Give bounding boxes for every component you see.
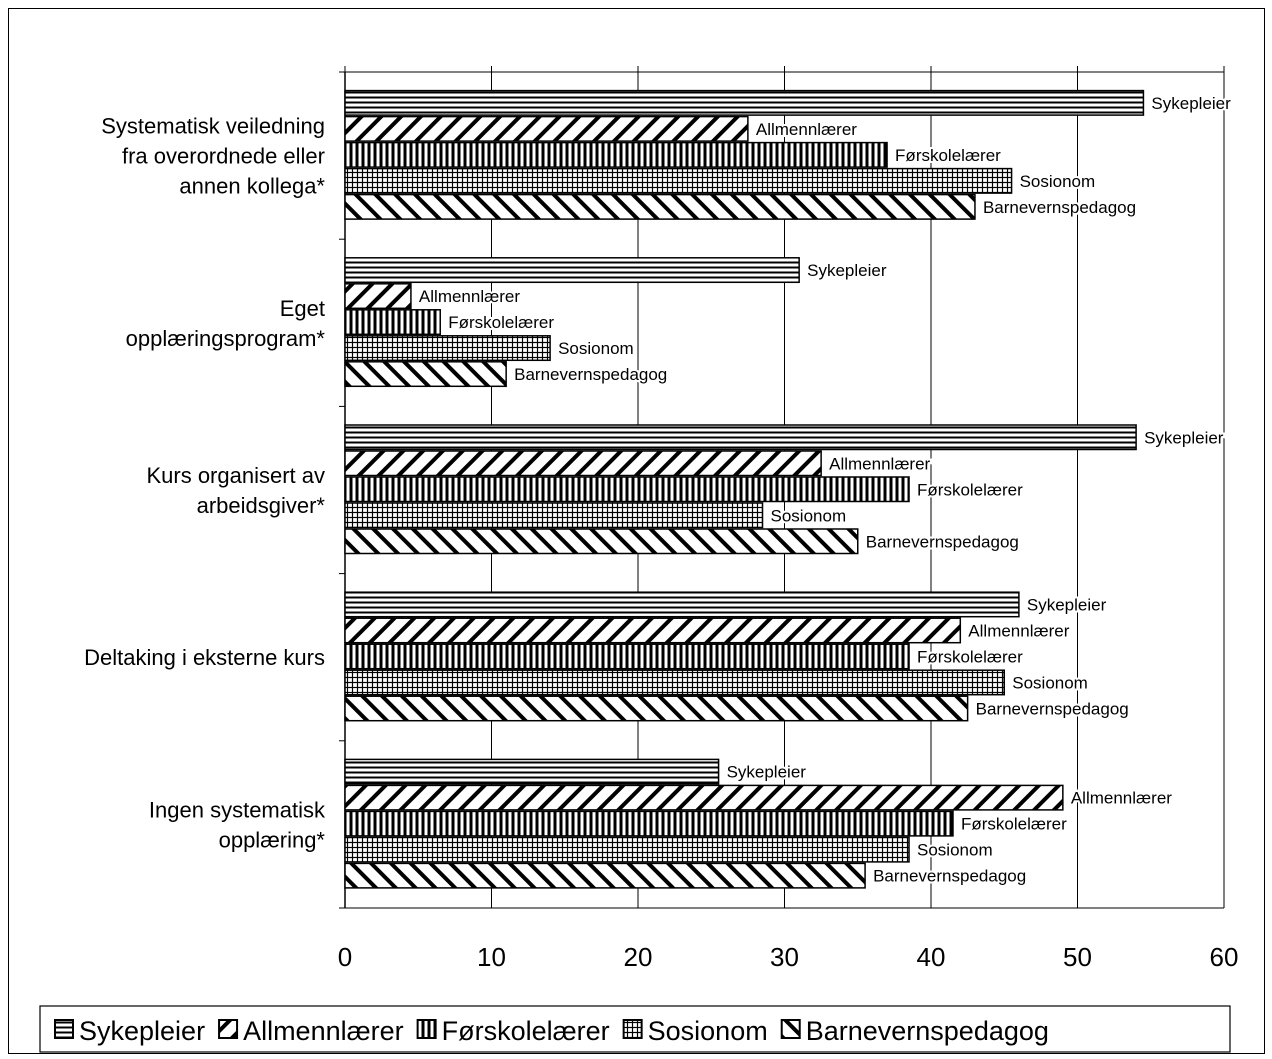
bar [344, 141, 888, 168]
bar [344, 810, 954, 837]
category-label-line: arbeidsgiver* [197, 493, 326, 518]
legend-label: Sosionom [648, 1016, 768, 1046]
bar-label: Førskolelærer [448, 313, 554, 332]
bar-label: Allmennlærer [1071, 789, 1172, 808]
bar [344, 309, 441, 336]
bar [344, 283, 412, 310]
category-label-line: annen kollega* [179, 174, 325, 199]
bar [344, 89, 1145, 116]
legend-label: Barnevernspedagog [806, 1016, 1049, 1046]
x-tick-label: 60 [1210, 942, 1239, 972]
bar-label: Sykepleier [727, 763, 807, 782]
category-label-line: Ingen systematisk [149, 797, 326, 822]
bar-label: Sosionom [558, 339, 634, 358]
legend-label: Sykepleier [79, 1016, 205, 1046]
bar [344, 115, 749, 142]
bar [344, 335, 551, 362]
bar [344, 758, 720, 785]
legend-swatch [416, 1019, 437, 1039]
bar-label: Sosionom [1012, 673, 1088, 692]
bar [344, 862, 866, 889]
bar-label: Sykepleier [1144, 428, 1224, 447]
bar-label: Sosionom [1020, 172, 1096, 191]
category-label-line: fra overordnede eller [122, 144, 325, 169]
bar-label: Allmennlærer [756, 120, 857, 139]
bar [344, 450, 822, 477]
x-tick-label: 50 [1063, 942, 1092, 972]
bar [344, 695, 969, 722]
legend-swatch [54, 1019, 74, 1039]
category-label: Kurs organisert av arbeidsgiver* [146, 463, 325, 518]
bar [344, 424, 1137, 451]
x-tick-label: 40 [917, 942, 946, 972]
bar-label: Allmennlærer [829, 454, 930, 473]
bar [344, 528, 859, 555]
bar [344, 167, 1013, 194]
legend-swatch [780, 1019, 801, 1039]
bar-label: Sosionom [917, 841, 993, 860]
category-label-line: opplæringsprogram* [126, 326, 326, 351]
bar-label: Barnevernspedagog [983, 198, 1136, 217]
plot-area: 0 10 20 30 40 50 60 Systematisk veiledning fra o… [84, 66, 1238, 972]
bar-label: Førskolelærer [917, 647, 1023, 666]
bar [344, 784, 1064, 811]
bar-label: Barnevernspedagog [866, 532, 1019, 551]
x-tick-label: 20 [624, 942, 653, 972]
legend-swatch [218, 1019, 239, 1039]
bar-label: Førskolelærer [961, 815, 1067, 834]
category-label-line: Systematisk veiledning [101, 114, 325, 139]
category-label: Ingen systematisk opplæring* [149, 797, 326, 852]
category-label: Eget opplæringsprogram* [126, 296, 326, 351]
legend-swatch [622, 1019, 643, 1039]
bar [344, 643, 910, 670]
x-tick-label: 30 [770, 942, 799, 972]
bar-label: Barnevernspedagog [514, 365, 667, 384]
bar-label: Barnevernspedagog [976, 699, 1129, 718]
bar [344, 257, 800, 284]
bar [344, 669, 1005, 696]
bar-label: Barnevernspedagog [873, 867, 1026, 886]
bar-label: Allmennlærer [419, 287, 520, 306]
bar-label: Førskolelærer [917, 480, 1023, 499]
bar-label: Allmennlærer [968, 621, 1069, 640]
x-tick-label: 0 [338, 942, 352, 972]
bar-label: Sykepleier [1027, 595, 1107, 614]
bar [344, 591, 1020, 618]
bar [344, 193, 976, 220]
legend: Sykepleier Allmennlærer Førskolelærer Sosio… [39, 1005, 1231, 1053]
category-label: Deltaking i eksterne kurs [84, 645, 325, 670]
category-label: Systematisk veiledning fra overordnede el… [101, 114, 325, 199]
bar-label: Førskolelærer [895, 146, 1001, 165]
bar [344, 836, 910, 863]
category-label-line: Deltaking i eksterne kurs [84, 645, 325, 670]
category-label-line: Eget [280, 296, 325, 321]
category-label-line: Kurs organisert av [146, 463, 325, 488]
bar-label: Sykepleier [807, 261, 887, 280]
bar-label: Sykepleier [1151, 94, 1231, 113]
bar [344, 361, 507, 388]
bar-label: Sosionom [771, 506, 847, 525]
x-tick-label: 10 [477, 942, 506, 972]
bar [344, 502, 764, 529]
legend-label: Førskolelærer [442, 1016, 610, 1046]
bar [344, 617, 962, 644]
bar [344, 476, 910, 503]
legend-label: Allmennlærer [243, 1016, 404, 1046]
category-label-line: opplæring* [219, 827, 326, 852]
